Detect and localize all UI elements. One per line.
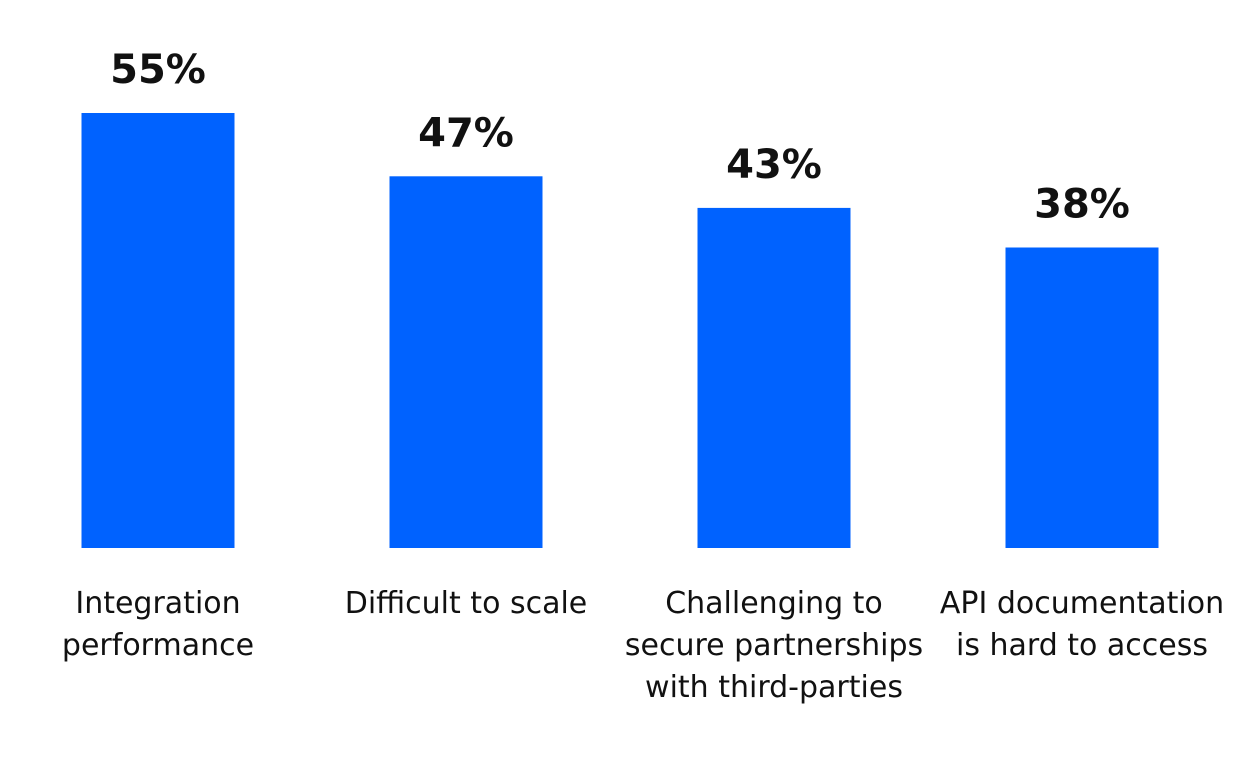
category-label-line: Challenging to — [665, 586, 883, 621]
value-label-4: 38% — [1034, 182, 1130, 228]
bars-layer — [81, 113, 1159, 549]
category-label-2: Difficult to scale — [345, 586, 588, 621]
value-labels-layer: 55% 47% 43% 38% — [110, 47, 1130, 228]
category-label-line: is hard to access — [956, 628, 1208, 663]
bar-3 — [697, 207, 851, 548]
category-label-line: Difficult to scale — [345, 586, 588, 621]
category-label-line: secure partnerships — [625, 628, 923, 663]
category-label-line: performance — [62, 628, 254, 663]
category-label-4: API documentation is hard to access — [940, 586, 1224, 663]
category-labels-layer: Integration performance Difficult to scale… — [62, 586, 1224, 705]
bar-4 — [1005, 247, 1159, 548]
value-label-2: 47% — [418, 110, 514, 156]
value-label-3: 43% — [726, 142, 822, 188]
category-label-line: with third-parties — [645, 670, 903, 705]
value-label-1: 55% — [110, 47, 206, 93]
bar-2 — [389, 176, 543, 549]
category-label-line: Integration — [75, 586, 240, 621]
bar-1 — [81, 113, 235, 548]
category-label-line: API documentation — [940, 586, 1224, 621]
category-label-3: Challenging to secure partnerships with th… — [625, 586, 923, 705]
category-label-1: Integration performance — [62, 586, 254, 663]
